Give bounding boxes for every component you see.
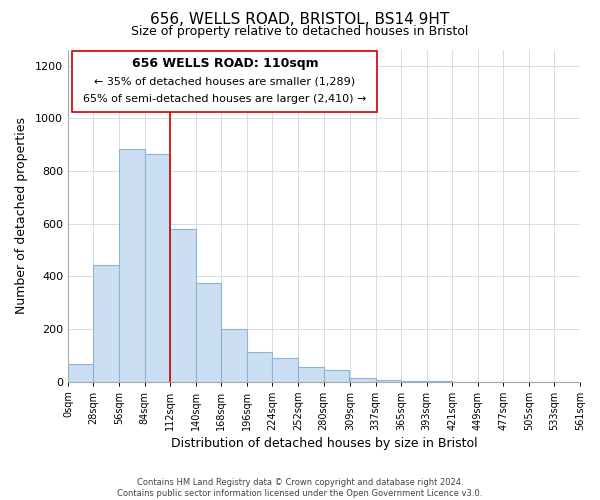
- Bar: [298, 367, 323, 382]
- X-axis label: Distribution of detached houses by size in Bristol: Distribution of detached houses by size …: [170, 437, 477, 450]
- Bar: [94, 265, 119, 382]
- Bar: [323, 370, 349, 382]
- Bar: [68, 364, 94, 382]
- Bar: [376, 380, 401, 382]
- Bar: [401, 381, 427, 382]
- Bar: [272, 358, 298, 382]
- Bar: [170, 229, 196, 382]
- Bar: [196, 283, 221, 382]
- Text: Contains HM Land Registry data © Crown copyright and database right 2024.
Contai: Contains HM Land Registry data © Crown c…: [118, 478, 482, 498]
- Bar: [221, 329, 247, 382]
- Text: 656 WELLS ROAD: 110sqm: 656 WELLS ROAD: 110sqm: [131, 57, 318, 70]
- Text: ← 35% of detached houses are smaller (1,289): ← 35% of detached houses are smaller (1,…: [94, 76, 355, 86]
- Text: 656, WELLS ROAD, BRISTOL, BS14 9HT: 656, WELLS ROAD, BRISTOL, BS14 9HT: [151, 12, 449, 28]
- Bar: [247, 352, 272, 382]
- Text: Size of property relative to detached houses in Bristol: Size of property relative to detached ho…: [131, 25, 469, 38]
- Bar: [119, 150, 145, 382]
- Y-axis label: Number of detached properties: Number of detached properties: [15, 118, 28, 314]
- Bar: [350, 378, 376, 382]
- Bar: [145, 154, 170, 382]
- FancyBboxPatch shape: [73, 52, 377, 112]
- Text: 65% of semi-detached houses are larger (2,410) →: 65% of semi-detached houses are larger (…: [83, 94, 367, 104]
